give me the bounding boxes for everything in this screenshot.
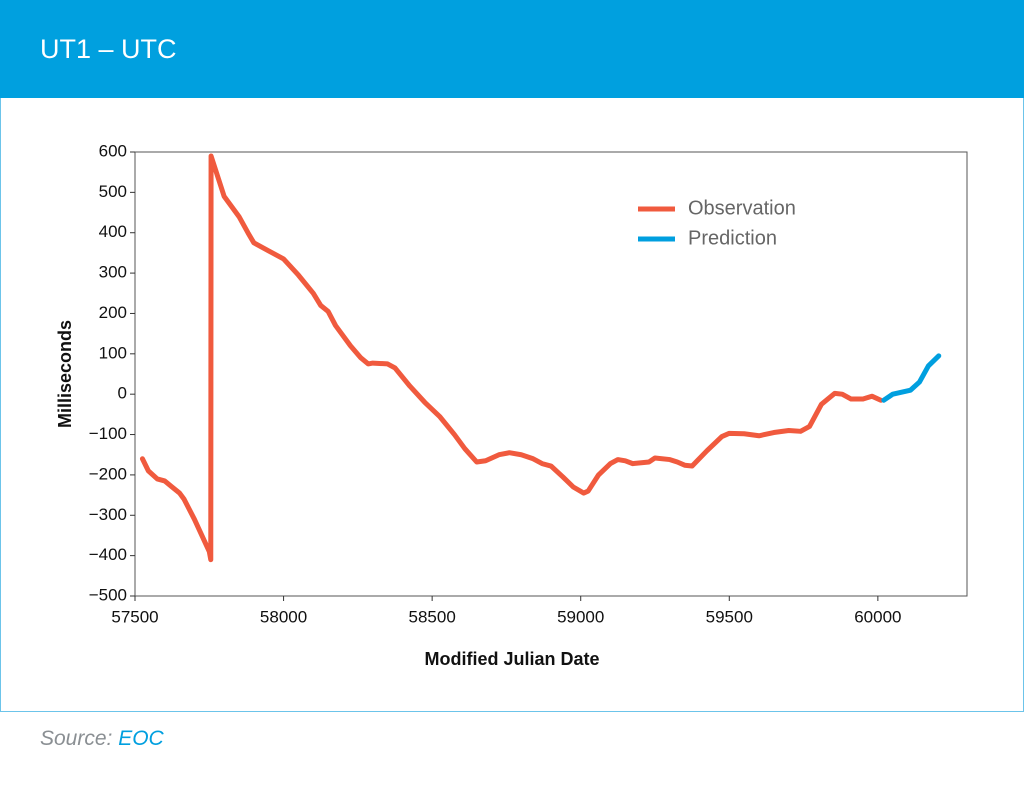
x-tick-label: 57500 — [111, 607, 158, 626]
header: UT1 – UTC — [0, 0, 1024, 98]
y-axis-label: Milliseconds — [55, 320, 75, 428]
y-tick-label: 300 — [99, 263, 127, 282]
source-prefix: Source: — [40, 727, 113, 750]
x-tick-label: 58000 — [260, 607, 307, 626]
source-name: EOC — [118, 727, 164, 750]
y-tick-label: −500 — [89, 585, 127, 604]
x-axis-label: Modified Julian Date — [424, 649, 599, 669]
x-tick-label: 59000 — [557, 607, 604, 626]
legend-label: Observation — [688, 197, 796, 219]
plot-frame — [134, 151, 968, 597]
y-tick-label: −200 — [89, 464, 127, 483]
title: UT1 – UTC — [40, 34, 177, 64]
y-tick-label: −300 — [89, 505, 127, 524]
y-tick-label: 0 — [118, 384, 127, 403]
legend-label: Prediction — [688, 227, 777, 249]
x-tick-label: 60000 — [854, 607, 901, 626]
data-line — [139, 153, 884, 563]
y-tick-label: 500 — [99, 182, 127, 201]
x-tick-label: 59500 — [706, 607, 753, 626]
y-tick-label: 400 — [99, 222, 127, 241]
data-line — [881, 353, 942, 403]
y-tick-label: 200 — [99, 303, 127, 322]
y-tick-label: 600 — [99, 141, 127, 160]
source: Source: EOC — [40, 727, 164, 751]
y-tick-label: −400 — [89, 545, 127, 564]
y-tick-label: 100 — [99, 343, 127, 362]
x-tick-label: 58500 — [409, 607, 456, 626]
y-tick-label: −100 — [89, 424, 127, 443]
